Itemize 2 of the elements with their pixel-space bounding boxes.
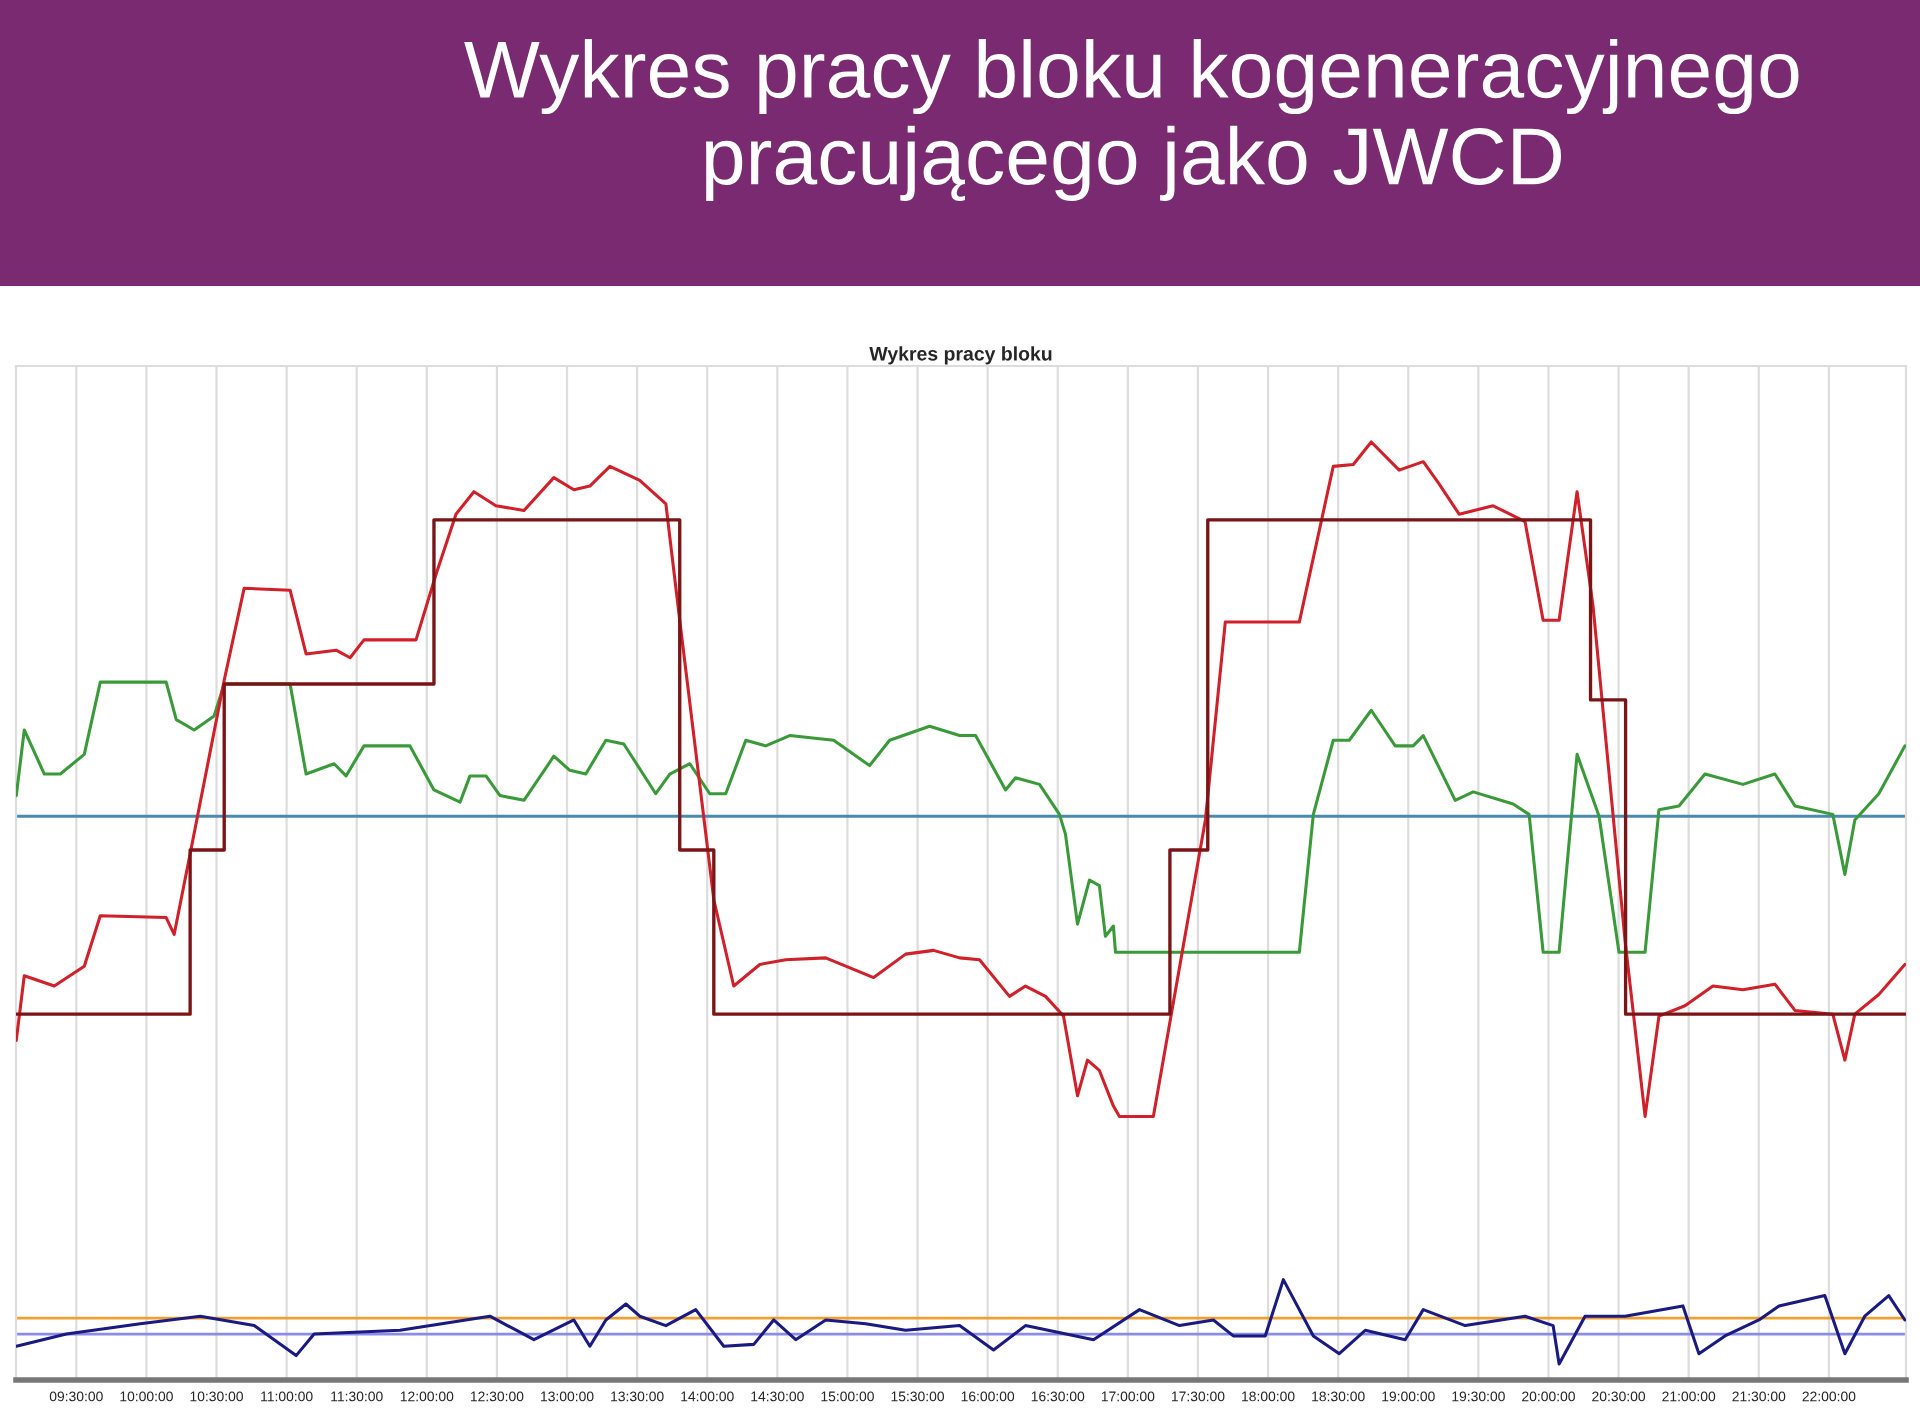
chart-title: Wykres pracy bloku kogeneracyjnego pracującego jako JWCD [464, 39, 1799, 201]
chart-subtitle: Wykres pracy bloku [869, 346, 1052, 365]
